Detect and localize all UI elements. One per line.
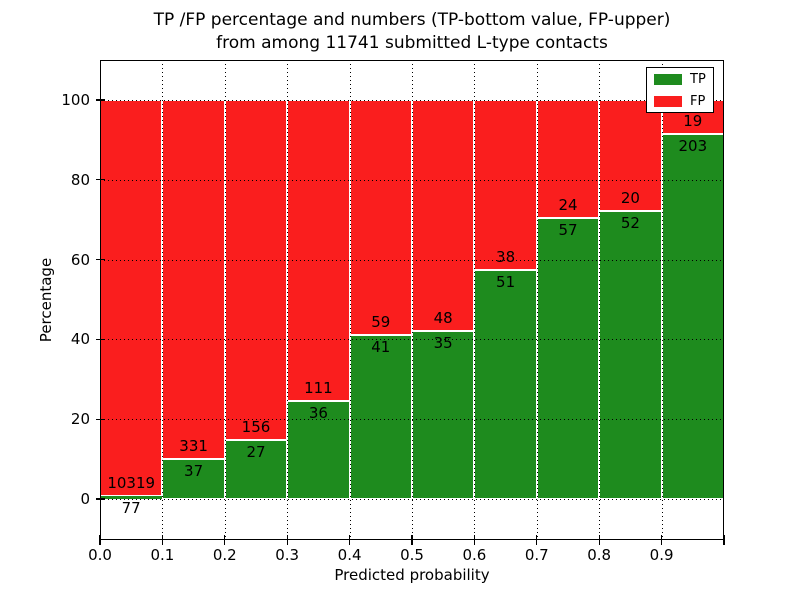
fp-count-label: 111 <box>304 379 333 398</box>
y-axis-label: Percentage <box>37 257 55 343</box>
chart-title: TP /FP percentage and numbers (TP-bottom… <box>100 9 724 55</box>
tp-count-label: 51 <box>496 273 516 292</box>
bar-segment-tp <box>536 218 600 499</box>
plot-area: 10319 77 331 37 156 27 111 36 59 41 48 35 38 51 24 57 20… <box>100 60 724 540</box>
y-tick <box>95 179 105 181</box>
fp-legend-label: FP <box>690 93 706 109</box>
bar-segment-tp <box>412 330 475 499</box>
bar-segment-fp <box>162 99 225 459</box>
x-tick <box>411 535 413 545</box>
x-tick-label: 0.4 <box>337 546 362 564</box>
gridline-vertical <box>224 60 226 540</box>
x-tick-label: 0.7 <box>524 546 549 564</box>
bar-segment-fp <box>224 99 288 441</box>
x-tick <box>286 535 288 545</box>
tp-count-label: 77 <box>121 498 141 517</box>
fp-count-label: 331 <box>179 436 208 455</box>
fp-legend-swatch <box>654 95 682 107</box>
bar-segment-tp <box>474 270 537 499</box>
bar-segment-fp <box>474 99 537 271</box>
tp-count-label: 36 <box>308 404 328 423</box>
y-tick <box>95 498 105 500</box>
x-tick <box>723 535 725 545</box>
x-tick <box>348 535 351 545</box>
bar-segment-tp <box>349 335 412 499</box>
gridline-vertical <box>661 60 663 540</box>
fp-count-label: 156 <box>241 418 271 437</box>
x-tick <box>99 535 101 545</box>
bar-segment-fp <box>287 99 350 402</box>
x-tick <box>473 535 476 545</box>
x-tick-label: 0.6 <box>462 546 487 564</box>
gridline-vertical <box>412 60 413 540</box>
x-tick-label: 0.1 <box>150 546 175 564</box>
tp-count-label: 41 <box>371 338 391 357</box>
y-tick <box>95 418 105 420</box>
tp-count-label: 35 <box>433 333 453 352</box>
y-tick <box>95 338 105 340</box>
y-tick-label: 60 <box>70 250 90 269</box>
gridline-vertical <box>536 60 538 540</box>
fp-count-label: 10319 <box>107 473 156 492</box>
bar-segment-fp <box>599 99 662 211</box>
y-tick-label: 80 <box>70 170 90 189</box>
tp-count-label: 203 <box>678 137 708 156</box>
fp-count-label: 20 <box>620 188 640 207</box>
bar-segment-fp <box>100 99 163 496</box>
x-tick-label: 0.2 <box>212 546 237 564</box>
y-tick-label: 40 <box>70 330 90 349</box>
x-tick <box>598 535 600 545</box>
tp-count-label: 52 <box>620 213 640 232</box>
bar-segment-tp <box>100 495 163 499</box>
fp-count-label: 59 <box>371 313 391 332</box>
x-axis-label: Predicted probability <box>334 566 490 584</box>
gridline-vertical <box>287 60 289 540</box>
fp-count-label: 38 <box>496 248 516 267</box>
tp-count-label: 27 <box>246 443 266 462</box>
tp-legend-label: TP <box>690 71 706 87</box>
x-tick-label: 0.5 <box>400 546 424 564</box>
x-tick-label: 0.9 <box>649 546 674 564</box>
x-tick <box>161 535 164 545</box>
fp-count-label: 24 <box>558 196 578 215</box>
bar-segment-fp <box>349 99 412 336</box>
x-tick <box>224 535 226 545</box>
tp-legend-swatch <box>654 73 682 85</box>
chart-title-line1: TP /FP percentage and numbers (TP-bottom… <box>153 10 671 30</box>
bar-segment-tp <box>287 401 350 499</box>
legend-entry-fp: FP <box>647 90 713 112</box>
bar-segment-tp <box>162 458 225 499</box>
tp-count-label: 37 <box>184 461 204 480</box>
fp-count-label: 19 <box>683 112 703 131</box>
legend-entry-tp: TP <box>647 68 713 90</box>
fp-count-label: 48 <box>433 308 453 327</box>
gridline-vertical <box>599 60 601 540</box>
x-tick-label: 0.3 <box>275 546 300 564</box>
x-tick <box>660 535 663 545</box>
legend: TP FP <box>646 67 714 113</box>
gridline-vertical <box>474 60 476 540</box>
gridline-vertical <box>349 60 351 540</box>
x-tick-label: 0.0 <box>88 546 112 564</box>
y-tick <box>95 99 105 101</box>
x-tick <box>536 535 538 545</box>
bar-segment-fp <box>412 99 475 331</box>
gridline-vertical <box>162 60 164 540</box>
tp-count-label: 57 <box>558 221 578 240</box>
y-tick-label: 100 <box>61 90 90 109</box>
y-tick-label: 0 <box>80 489 90 508</box>
x-tick-label: 0.8 <box>587 546 612 564</box>
bar-segment-tp <box>661 134 724 499</box>
y-tick-label: 20 <box>70 410 90 429</box>
y-tick <box>95 258 105 261</box>
chart-title-line2: from among 11741 submitted L-type contac… <box>216 33 608 53</box>
bar-segment-tp <box>599 210 662 499</box>
